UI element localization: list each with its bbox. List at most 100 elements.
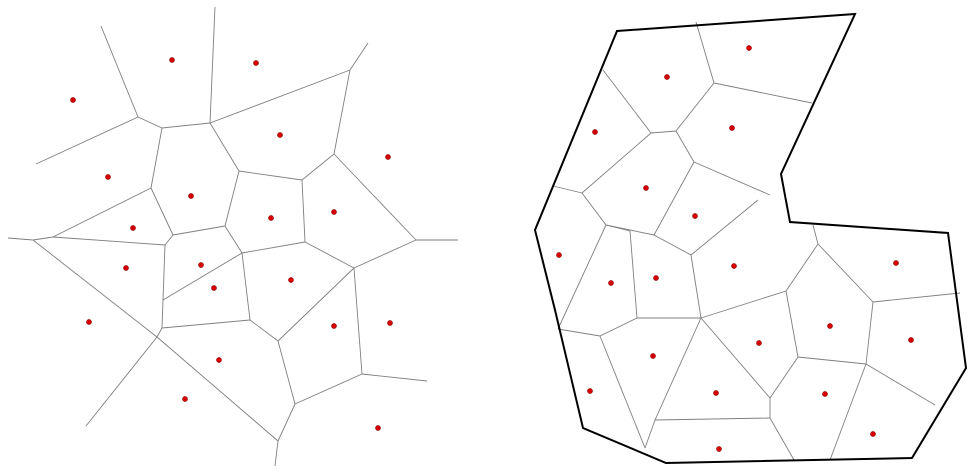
cell-edge — [32, 239, 158, 338]
cell-edge — [353, 267, 363, 375]
cell-edge — [241, 252, 251, 321]
site-point — [375, 425, 381, 431]
cell-edge — [277, 403, 296, 442]
cell-edge — [629, 230, 638, 319]
site-point — [650, 353, 656, 359]
cell-edge — [557, 224, 607, 330]
site-point — [893, 260, 899, 266]
site-point — [198, 262, 204, 268]
unbounded-voronoi-diagram — [7, 6, 458, 467]
cell-edge — [599, 317, 638, 337]
cell-edge — [333, 69, 351, 155]
cell-edge — [161, 299, 164, 329]
site-point — [70, 97, 76, 103]
site-point — [756, 340, 762, 346]
cell-edge — [785, 243, 819, 292]
cell-edge — [581, 132, 652, 194]
cell-edge — [654, 417, 771, 421]
site-point — [182, 396, 188, 402]
cell-edge — [85, 336, 158, 427]
cell-edge — [361, 373, 428, 382]
site-point — [86, 319, 92, 325]
cell-edge — [605, 224, 631, 232]
site-point — [216, 357, 222, 363]
site-point — [608, 280, 614, 286]
site-point — [731, 263, 737, 269]
site-point — [556, 252, 562, 258]
cell-edge — [241, 241, 306, 254]
site-point — [188, 193, 194, 199]
cell-edge — [277, 340, 296, 405]
cell-edge — [700, 290, 787, 319]
cell-edge — [7, 237, 34, 241]
cell-edge — [353, 239, 417, 269]
cell-edge — [552, 185, 583, 194]
site-point — [169, 57, 175, 63]
cell-edge — [599, 335, 646, 449]
cell-edge — [654, 317, 702, 421]
cell-edge — [769, 356, 799, 399]
site-point — [692, 213, 698, 219]
site-point — [592, 129, 598, 135]
voronoi-edges — [7, 6, 458, 467]
cell-edge — [209, 122, 240, 172]
site-point — [822, 391, 828, 397]
cell-edge — [162, 252, 243, 301]
site-point — [827, 323, 833, 329]
cell-edge — [785, 290, 799, 358]
site-point — [385, 154, 391, 160]
cell-edge — [294, 373, 363, 405]
site-point — [288, 277, 294, 283]
cell-edge — [224, 225, 243, 254]
cell-edge — [557, 328, 601, 337]
cell-edge — [274, 440, 279, 467]
cell-edge — [249, 319, 279, 342]
cell-edge — [700, 317, 771, 399]
cell-edge — [797, 356, 867, 365]
cell-edge — [695, 21, 715, 84]
site-point — [211, 285, 217, 291]
cell-edge — [653, 161, 695, 236]
cell-edge — [333, 153, 417, 241]
voronoi-edges — [552, 21, 961, 461]
cell-edge — [150, 187, 174, 236]
cell-edge — [224, 170, 240, 227]
cell-edge — [865, 363, 936, 406]
site-point — [130, 225, 136, 231]
cell-edge — [653, 234, 692, 256]
cell-edge — [675, 130, 695, 163]
cell-edge — [301, 179, 306, 243]
site-point — [729, 125, 735, 131]
cell-edge — [137, 116, 163, 129]
site-point — [105, 174, 111, 180]
cell-edge — [301, 153, 335, 181]
site-point — [123, 265, 129, 271]
site-point — [277, 132, 283, 138]
cell-edge — [100, 25, 139, 118]
cell-edge — [156, 336, 279, 442]
cell-edge — [161, 122, 211, 129]
cell-edge — [277, 267, 355, 342]
cell-edge — [650, 130, 677, 134]
cell-edge — [172, 225, 226, 236]
site-point — [253, 60, 259, 66]
site-point — [268, 215, 274, 221]
cell-edge — [690, 254, 702, 319]
site-point — [746, 45, 752, 51]
site-point — [653, 275, 659, 281]
site-point — [716, 446, 722, 452]
cell-edge — [693, 161, 771, 196]
site-point — [870, 431, 876, 437]
cell-edge — [161, 319, 251, 329]
cell-edge — [817, 243, 874, 303]
site-point — [331, 323, 337, 329]
cell-edge — [581, 192, 607, 226]
cell-edge — [713, 82, 813, 104]
cell-edge — [162, 244, 166, 301]
site-point — [713, 390, 719, 396]
cell-edge — [150, 127, 163, 189]
site-point — [387, 320, 393, 326]
cell-edge — [238, 170, 303, 181]
polygon-boundary — [533, 12, 968, 465]
